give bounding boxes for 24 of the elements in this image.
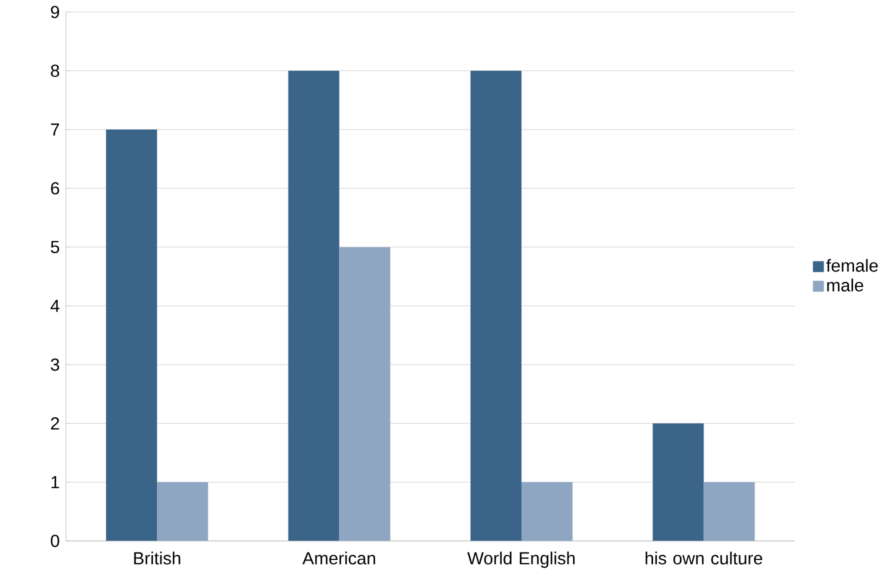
x-tick-label: British xyxy=(134,552,180,565)
y-tick-label: 4 xyxy=(50,300,60,312)
y-tick-label: 3 xyxy=(50,358,60,371)
y-tick-label: 6 xyxy=(51,182,60,195)
x-tick-label: World English xyxy=(467,552,575,568)
y-tick-label: 8 xyxy=(50,64,60,78)
bar xyxy=(522,482,573,542)
bar xyxy=(106,130,158,542)
y-tick-label: 0 xyxy=(50,534,60,548)
y-tick-label: 2 xyxy=(51,417,60,430)
x-tick-label: American xyxy=(302,552,376,565)
bar xyxy=(704,482,755,542)
bar xyxy=(652,424,704,542)
bar xyxy=(157,482,208,542)
bar xyxy=(470,70,522,542)
y-tick-label: 7 xyxy=(51,124,60,136)
bar xyxy=(288,70,340,542)
legend-label: female xyxy=(826,259,878,272)
bar xyxy=(339,247,390,542)
y-tick-label: 9 xyxy=(50,6,60,18)
y-tick-label: 1 xyxy=(52,476,60,488)
legend-label: male xyxy=(827,278,864,292)
x-tick-label: his own culture xyxy=(646,552,762,565)
y-tick-label: 5 xyxy=(50,241,60,254)
